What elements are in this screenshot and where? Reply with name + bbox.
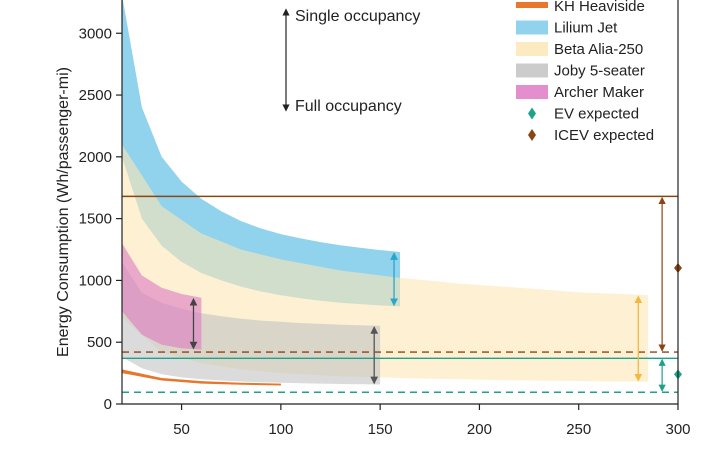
legend-swatch-beta-alia-250 (516, 42, 548, 56)
legend-label-joby-5-seater: Joby 5-seater (554, 63, 645, 80)
band-joby-5-seater (122, 261, 381, 385)
legend-label-ev-expected: EV expected (554, 106, 639, 123)
y-tick-label: 0 (104, 396, 112, 413)
y-tick-label: 2500 (79, 87, 112, 104)
y-tick-label: 500 (87, 334, 112, 351)
y-tick-label: 3000 (79, 25, 112, 42)
y-tick-label: 1000 (79, 272, 112, 289)
band-kh-heaviside (122, 369, 281, 386)
full-occupancy-label: Full occupancy (295, 98, 402, 115)
legend-swatch-lilium-jet (516, 20, 548, 35)
x-tick-label: 200 (467, 421, 492, 438)
legend-swatch-kh-heaviside (516, 2, 548, 8)
legend-label-beta-alia-250: Beta Alia-250 (554, 41, 643, 58)
legend-swatch-archer-maker (516, 85, 548, 99)
y-axis-label: Energy Consumption (Wh/passenger-mi) (55, 67, 72, 357)
y-tick-label: 2000 (79, 149, 112, 166)
x-tick-label: 300 (665, 421, 690, 438)
x-tick-label: 150 (368, 421, 393, 438)
legend-label-archer-maker: Archer Maker (554, 84, 644, 101)
single-occupancy-label: Single occupancy (295, 8, 420, 25)
x-tick-label: 50 (173, 421, 190, 438)
legend-marker-ev-expected (528, 107, 536, 120)
x-tick-label: 250 (566, 421, 591, 438)
legend-swatch-joby-5-seater (516, 63, 548, 78)
legend-label-lilium-jet: Lilium Jet (554, 20, 618, 37)
x-tick-label: 100 (268, 421, 293, 438)
legend-label-icev-expected: ICEV expected (554, 127, 654, 144)
y-tick-label: 1500 (79, 211, 112, 228)
legend-label-kh-heaviside: KH Heaviside (554, 0, 645, 15)
band-archer-maker (122, 243, 202, 350)
legend-marker-icev-expected (528, 129, 536, 141)
